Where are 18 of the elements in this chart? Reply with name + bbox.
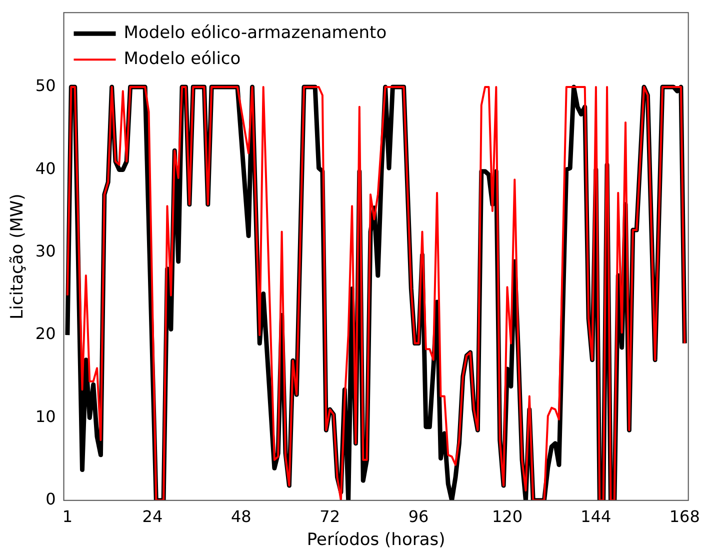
x-tick-label: 168 [669, 507, 700, 526]
x-tick-label: 48 [230, 507, 252, 526]
y-axis-title: Licitação (MW) [8, 194, 28, 320]
legend-label: Modelo eólico [124, 49, 241, 70]
y-tick-label: 10 [35, 406, 56, 426]
y-tick-label: 40 [35, 158, 56, 178]
x-axis-title: Períodos (horas) [306, 530, 446, 550]
x-tick-label: 120 [492, 507, 523, 526]
y-tick-label: 50 [35, 76, 56, 96]
legend-label: Modelo eólico-armazenamento [124, 23, 387, 44]
y-tick-label: 20 [35, 324, 56, 344]
x-tick-label: 96 [408, 507, 429, 526]
x-tick-label: 1 [62, 507, 73, 526]
x-tick-label: 72 [320, 507, 340, 526]
y-tick-label: 30 [35, 242, 56, 261]
x-tick-label: 144 [580, 507, 612, 526]
y-tick-label: 0 [46, 490, 56, 509]
x-tick-label: 24 [142, 507, 163, 526]
